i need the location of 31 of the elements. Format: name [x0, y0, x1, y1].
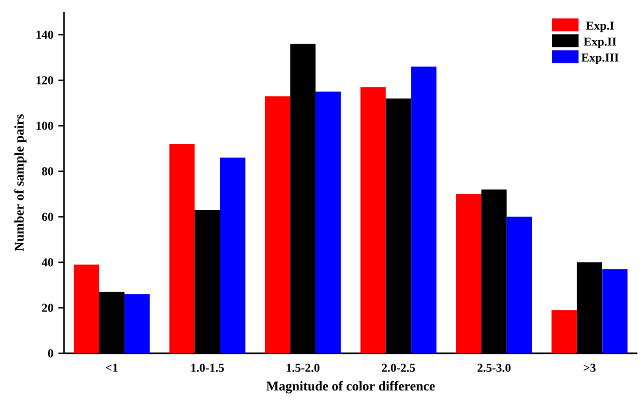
y-axis-title: Number of sample pairs	[14, 114, 26, 252]
bar	[456, 194, 482, 354]
bar	[316, 92, 341, 354]
y-tick-label: 120	[36, 76, 54, 84]
legend-label: Exp.III	[581, 54, 619, 64]
y-tick-label: 80	[42, 167, 54, 176]
bar	[506, 216, 532, 354]
x-tick-label: 1.0-1.5	[191, 364, 224, 372]
x-tick-label: >3	[584, 364, 596, 372]
legend-label: Exp.I	[586, 22, 614, 32]
bar	[552, 310, 577, 354]
x-tick-label: 2.0-2.5	[382, 364, 416, 372]
bar	[124, 294, 150, 354]
y-tick-label: 20	[42, 304, 54, 312]
x-axis-title: Magnitude of color difference	[266, 381, 435, 394]
x-tick-label: 1.5-2.0	[286, 364, 320, 372]
bar	[264, 96, 290, 354]
x-tick-label: 2.5-3.0	[478, 364, 511, 372]
y-tick-label: 40	[42, 258, 54, 266]
y-tick-label: 0	[48, 349, 54, 358]
bar	[602, 269, 628, 354]
legend-label: Exp.II	[584, 38, 616, 48]
x-tick-label: <1	[106, 364, 118, 372]
y-tick-label: 140	[36, 30, 54, 39]
y-tick-label: 100	[36, 122, 54, 130]
bar	[169, 144, 195, 354]
bar	[411, 66, 436, 354]
bar	[74, 264, 100, 354]
y-tick-label: 60	[42, 212, 54, 221]
bar	[220, 158, 246, 354]
bar	[360, 87, 386, 354]
